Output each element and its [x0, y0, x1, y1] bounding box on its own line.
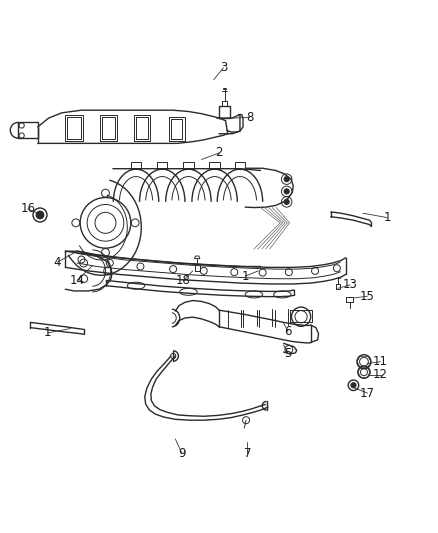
Text: 16: 16	[20, 203, 35, 215]
Text: 2: 2	[215, 147, 223, 159]
Text: 11: 11	[373, 355, 388, 368]
Text: 1: 1	[241, 270, 249, 282]
Circle shape	[284, 199, 289, 205]
Text: 7: 7	[244, 447, 251, 460]
Text: 17: 17	[360, 386, 375, 400]
Text: 5: 5	[284, 348, 292, 360]
Text: 12: 12	[373, 368, 388, 381]
Text: 4: 4	[54, 256, 61, 269]
Circle shape	[284, 189, 289, 194]
Circle shape	[36, 211, 44, 219]
Text: 3: 3	[220, 61, 227, 74]
Text: 1: 1	[383, 211, 391, 224]
Text: 15: 15	[360, 290, 375, 303]
Circle shape	[351, 383, 356, 388]
Text: 14: 14	[70, 274, 85, 287]
Circle shape	[284, 176, 289, 182]
Text: 9: 9	[178, 447, 186, 460]
Text: 1: 1	[44, 326, 52, 340]
Text: 8: 8	[246, 111, 253, 124]
Text: 13: 13	[343, 278, 357, 292]
Text: 6: 6	[284, 325, 292, 337]
Text: 18: 18	[176, 274, 191, 287]
